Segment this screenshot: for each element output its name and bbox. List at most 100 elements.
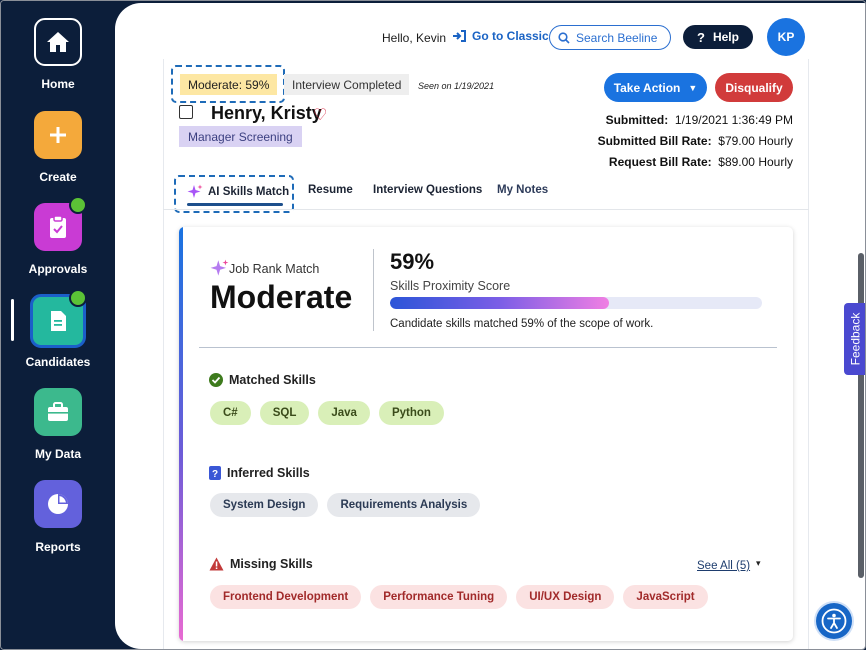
matched-skills-heading: Matched Skills <box>209 373 316 387</box>
help-button[interactable]: ? Help <box>683 25 753 49</box>
bill-rate-value: $79.00 Hourly <box>718 134 793 148</box>
search-input[interactable]: Search Beeline <box>549 25 671 50</box>
request-rate-row: Request Bill Rate: $89.00 Hourly <box>609 155 793 169</box>
help-label: Help <box>712 30 739 44</box>
question-icon: ? <box>697 29 705 45</box>
request-rate-value: $89.00 Hourly <box>718 155 793 169</box>
svg-text:?: ? <box>212 469 218 480</box>
request-rate-label: Request Bill Rate: <box>608 155 712 169</box>
section-title: Inferred Skills <box>227 465 310 480</box>
question-badge-icon: ? <box>209 466 221 480</box>
job-rank-value: Moderate <box>210 279 353 315</box>
seen-date: Seen on 1/19/2021 <box>418 81 495 91</box>
inferred-skills-heading: ? Inferred Skills <box>209 465 310 480</box>
score-percent: 59% <box>390 249 435 274</box>
score-title: Skills Proximity Score <box>390 279 511 293</box>
submitted-value: 1/19/2021 1:36:49 PM <box>674 113 793 127</box>
candidate-detail-card <box>163 59 809 649</box>
caret-down-icon[interactable]: ▾ <box>756 558 761 568</box>
go-to-classic-label: Go to Classic <box>472 29 549 43</box>
notification-dot <box>69 196 87 214</box>
select-candidate-checkbox[interactable] <box>179 105 193 119</box>
inferred-skills-list: System Design Requirements Analysis <box>210 493 481 517</box>
bill-rate-label: Submitted Bill Rate: <box>597 134 712 148</box>
take-action-label: Take Action <box>613 80 681 95</box>
score-progress-fill <box>390 297 610 309</box>
heart-icon[interactable]: ♡ <box>313 107 328 124</box>
score-progress-bar <box>390 297 762 309</box>
sparkle-icon <box>187 184 203 198</box>
skill-chip: Performance Tuning <box>370 585 508 609</box>
divider <box>373 249 374 331</box>
ai-skills-match-card: Job Rank Match Moderate 59% Skills Proxi… <box>179 227 793 641</box>
briefcase-icon <box>48 402 68 421</box>
submitted-row: Submitted: 1/19/2021 1:36:49 PM <box>606 113 793 127</box>
sidebar-item-my-data[interactable] <box>34 388 82 436</box>
tabs-divider <box>163 209 809 210</box>
sidebar-item-label: Approvals <box>28 262 88 276</box>
status-badge: Interview Completed <box>284 74 410 95</box>
check-circle-icon <box>209 373 223 387</box>
skill-chip: SQL <box>259 401 310 425</box>
sidebar-item-label: Reports <box>35 540 81 554</box>
accessibility-icon <box>821 608 847 634</box>
tab-label: AI Skills Match <box>208 186 290 198</box>
search-icon <box>558 31 570 44</box>
skill-chip: Java <box>318 401 370 425</box>
section-title: Missing Skills <box>230 557 313 571</box>
skill-chip: JavaScript <box>623 585 708 609</box>
search-placeholder: Search Beeline <box>576 30 658 45</box>
sidebar-item-label: Home <box>41 77 75 91</box>
warning-icon <box>209 557 224 571</box>
sidebar-item-create[interactable] <box>34 111 82 159</box>
submitted-label: Submitted: <box>605 113 669 127</box>
candidate-name: Henry, Kristy <box>211 103 322 123</box>
avatar[interactable]: KP <box>767 18 805 56</box>
tab-resume[interactable]: Resume <box>308 184 353 196</box>
match-tag: Moderate: 59% <box>180 74 278 95</box>
matched-skills-list: C# SQL Java Python <box>210 401 444 425</box>
plus-icon <box>50 127 66 143</box>
feedback-label: Feedback <box>848 312 863 366</box>
document-icon <box>51 311 66 331</box>
score-description: Candidate skills matched 59% of the scop… <box>390 318 654 330</box>
greeting-text: Hello, Kevin <box>382 31 447 45</box>
tab-interview-questions[interactable]: Interview Questions <box>373 184 483 196</box>
tab-ai-skills-match[interactable]: AI Skills Match <box>187 184 289 200</box>
sidebar-item-label: Create <box>39 170 77 184</box>
caret-down-icon: ▼ <box>688 82 698 93</box>
skill-chip: Frontend Development <box>210 585 362 609</box>
go-to-classic-link[interactable]: Go to Classic <box>452 29 549 43</box>
scrollbar[interactable] <box>858 253 864 578</box>
sidebar-item-reports[interactable] <box>34 480 82 528</box>
divider <box>199 347 777 348</box>
feedback-tab[interactable]: Feedback <box>844 303 865 375</box>
sidebar-item-label: My Data <box>34 447 81 461</box>
skill-chip: Python <box>378 401 444 425</box>
job-rank-label: Job Rank Match <box>229 262 320 276</box>
sidebar-item-home[interactable] <box>34 18 82 66</box>
sign-in-icon <box>453 30 466 42</box>
missing-skills-heading: Missing Skills <box>209 557 313 571</box>
missing-skills-list: Frontend Development Performance Tuning … <box>210 585 708 609</box>
active-tab-underline <box>187 203 283 206</box>
section-title: Matched Skills <box>229 373 316 387</box>
skill-chip: UI/UX Design <box>516 585 615 609</box>
pie-chart-icon <box>48 494 68 514</box>
card-accent-bar <box>179 227 183 641</box>
accessibility-button[interactable] <box>816 603 852 639</box>
home-icon <box>47 32 69 52</box>
take-action-button[interactable]: Take Action ▼ <box>604 73 707 102</box>
skill-chip: C# <box>210 401 251 425</box>
disqualify-button[interactable]: Disqualify <box>715 73 793 102</box>
clipboard-check-icon <box>50 215 66 238</box>
skill-chip: Requirements Analysis <box>327 493 481 517</box>
bill-rate-row: Submitted Bill Rate: $79.00 Hourly <box>598 134 793 148</box>
main-panel: Hello, Kevin Go to Classic Search Beelin… <box>115 3 865 649</box>
stage-badge: Manager Screening <box>179 126 302 147</box>
see-all-link[interactable]: See All (5) <box>697 560 751 572</box>
active-indicator <box>11 299 14 341</box>
tab-my-notes[interactable]: My Notes <box>497 184 549 196</box>
notification-dot <box>69 289 87 307</box>
